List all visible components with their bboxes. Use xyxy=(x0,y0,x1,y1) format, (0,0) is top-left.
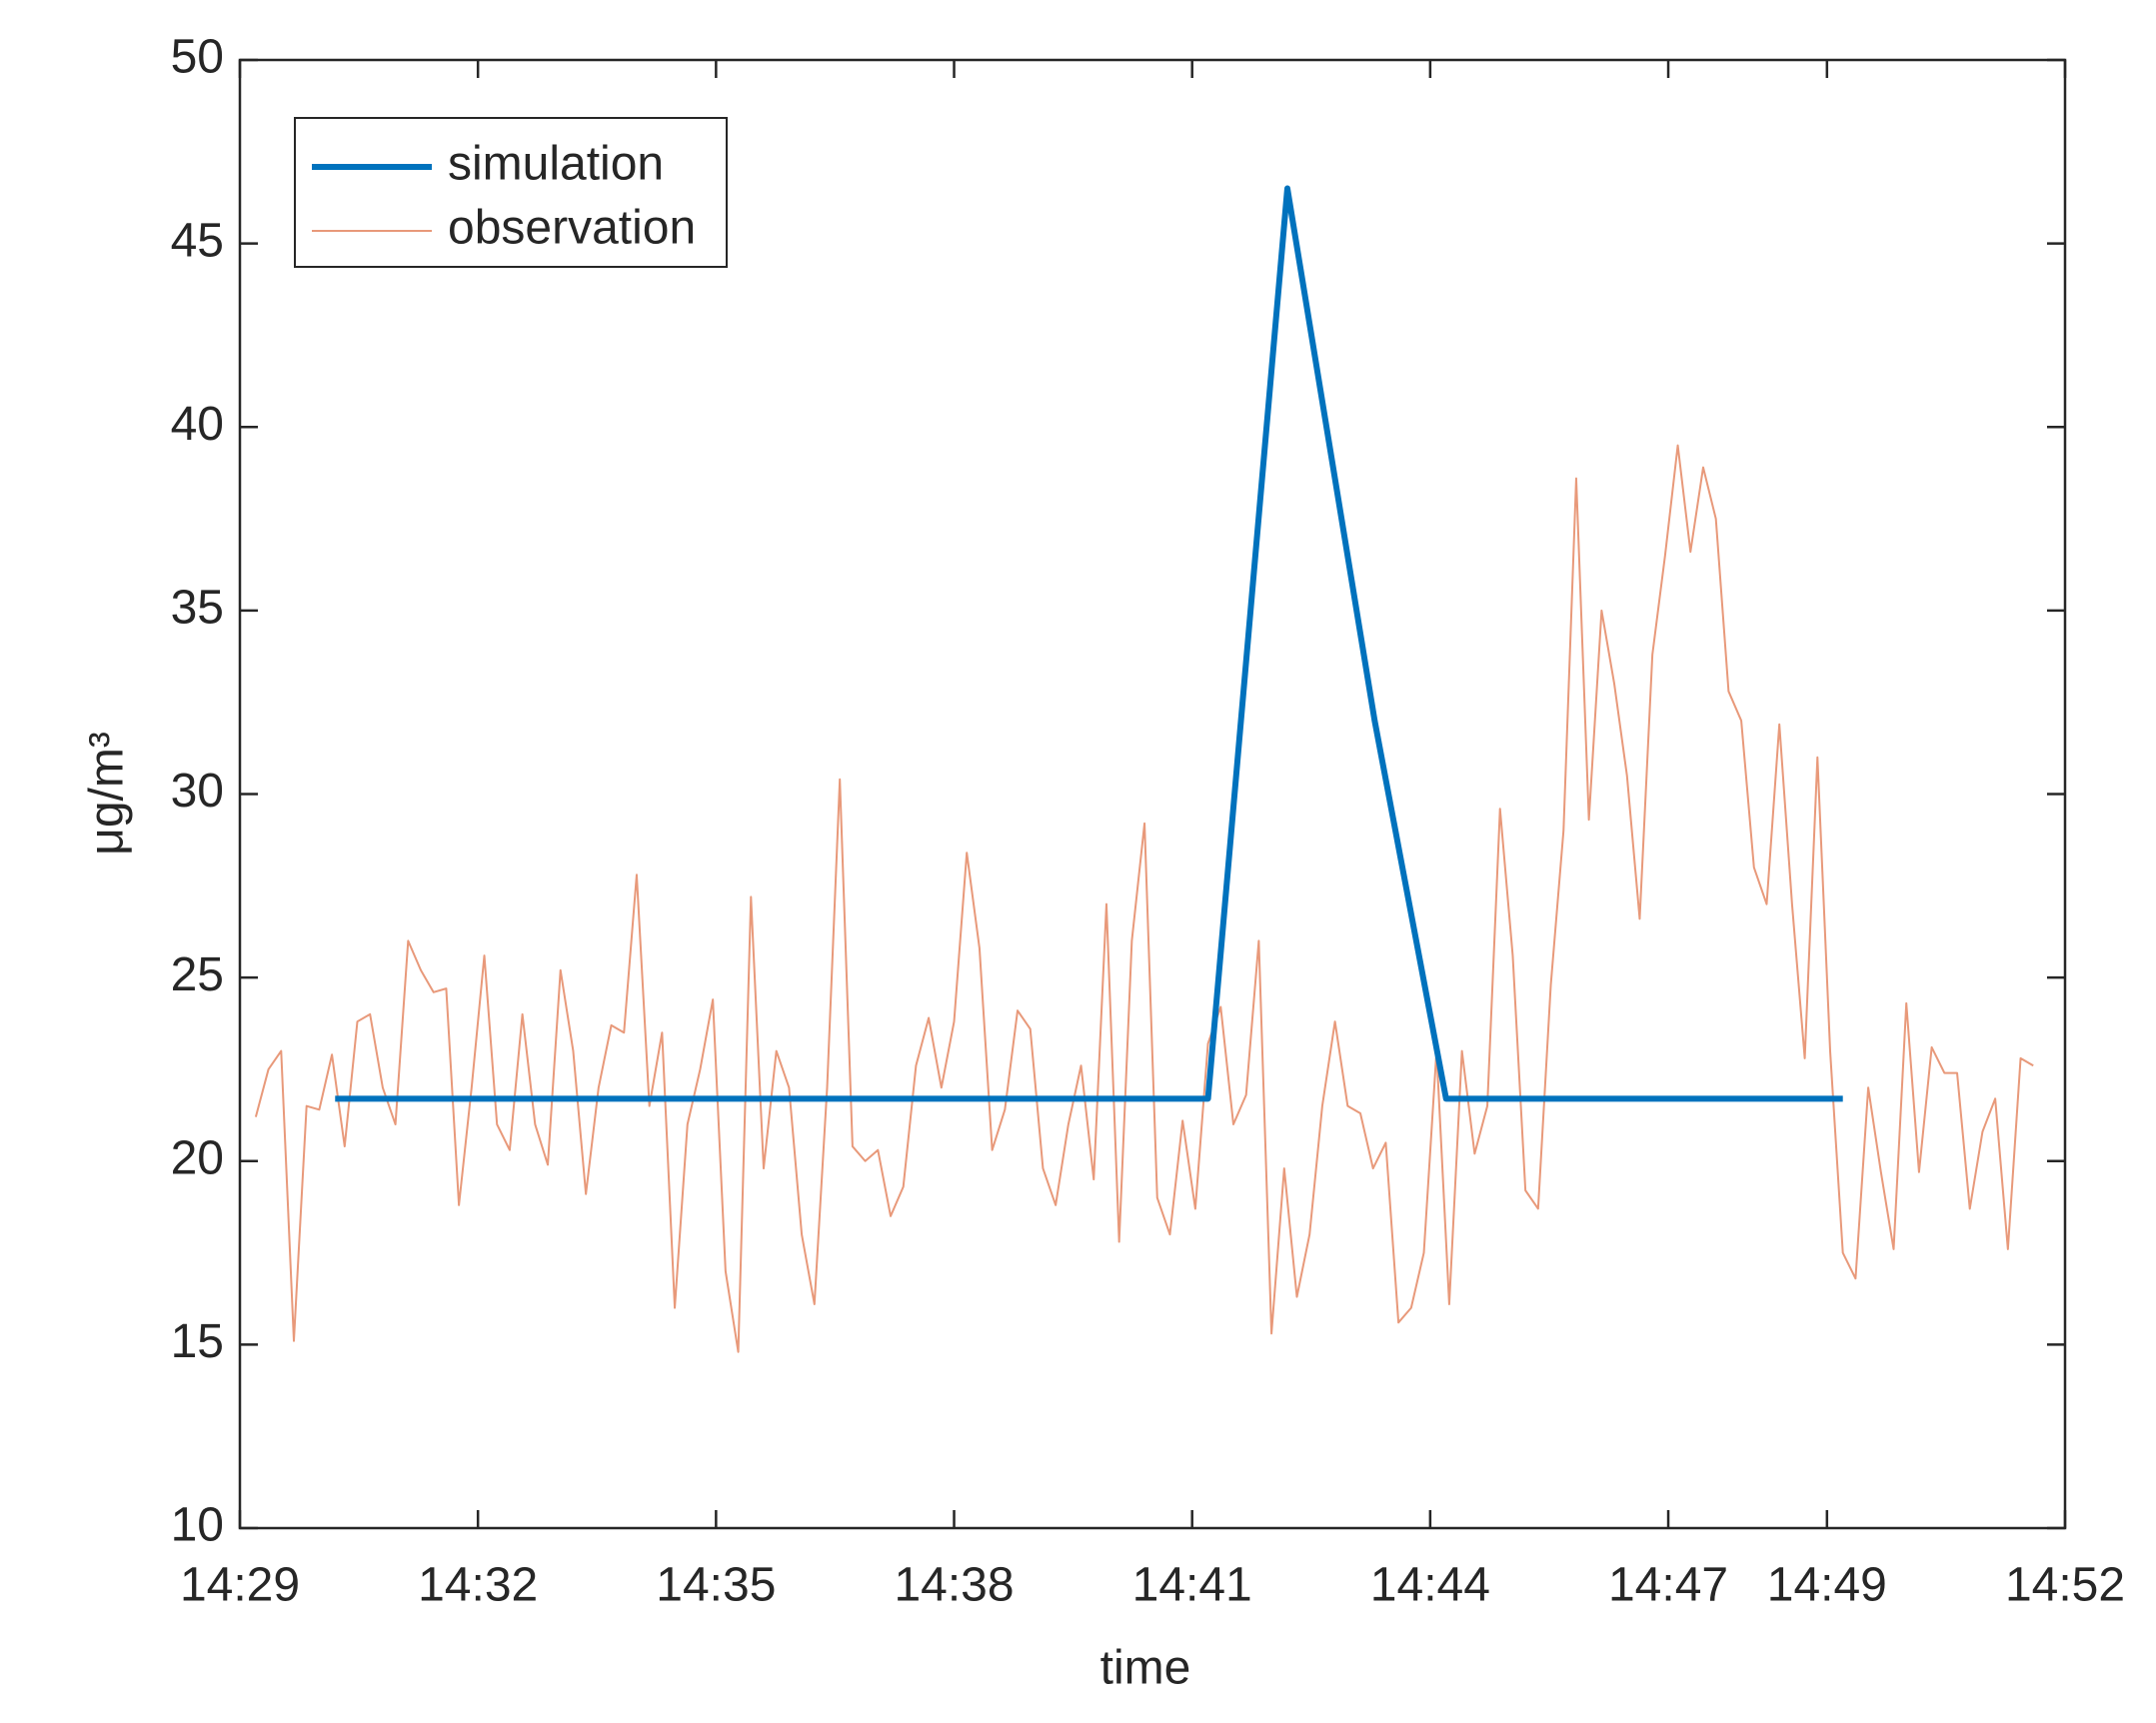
y-tick-label: 10 xyxy=(171,1499,224,1552)
y-axis-label: μg/m³ xyxy=(81,732,134,856)
x-tick-label: 14:29 xyxy=(180,1559,300,1612)
legend-label: observation xyxy=(448,202,696,255)
x-tick-label: 14:41 xyxy=(1132,1559,1252,1612)
y-tick-label: 50 xyxy=(171,31,224,84)
y-tick-label: 25 xyxy=(171,948,224,1001)
legend-box xyxy=(294,117,728,268)
x-tick-label: 14:44 xyxy=(1370,1559,1490,1612)
x-tick-label: 14:32 xyxy=(418,1559,538,1612)
y-tick-label: 20 xyxy=(171,1131,224,1184)
x-tick-label: 14:38 xyxy=(894,1559,1014,1612)
x-tick-label: 14:35 xyxy=(656,1559,776,1612)
y-tick-label: 40 xyxy=(171,398,224,451)
y-tick-label: 30 xyxy=(171,765,224,818)
series-line xyxy=(335,185,1843,1102)
axes-box xyxy=(238,58,2067,1530)
y-tick-label: 15 xyxy=(171,1315,224,1368)
x-tick-label: 14:52 xyxy=(2005,1559,2125,1612)
y-tick-label: 35 xyxy=(171,582,224,635)
x-axis-label: time xyxy=(1100,1642,1191,1695)
y-tick-label: 45 xyxy=(171,214,224,267)
x-tick-label: 14:49 xyxy=(1767,1559,1887,1612)
x-tick-label: 14:47 xyxy=(1608,1559,1728,1612)
legend-label: simulation xyxy=(448,138,664,191)
